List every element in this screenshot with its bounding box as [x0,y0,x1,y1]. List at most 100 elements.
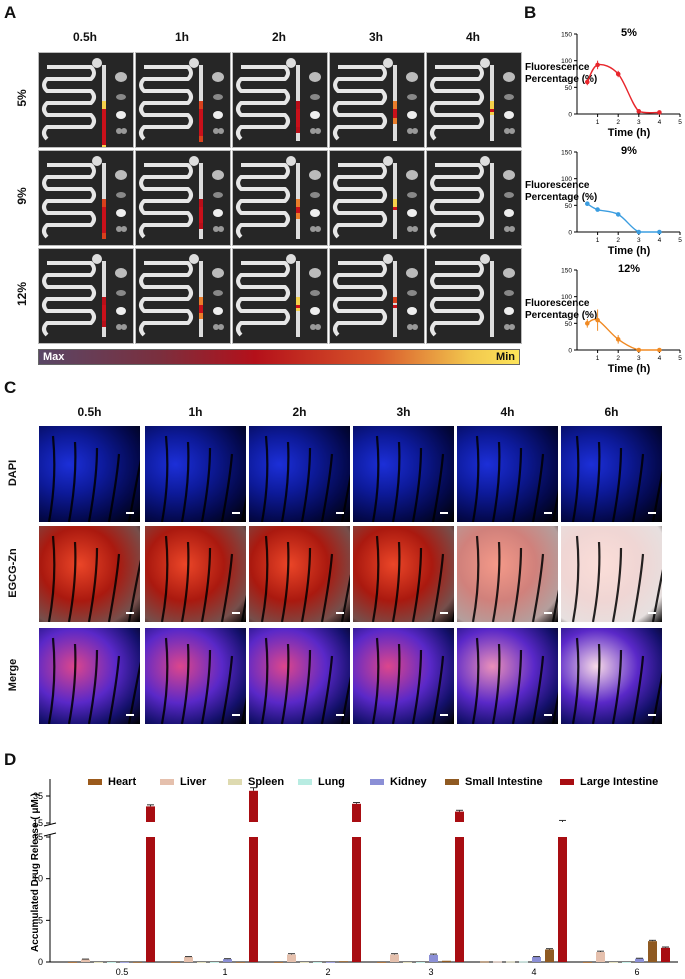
bar [223,959,232,962]
legend-item: Spleen [228,776,284,788]
legend-swatch [160,779,174,785]
fluorescence-micrograph [457,426,558,522]
panel-d-letter: D [4,750,17,769]
legend-label: Small Intestine [465,776,543,788]
imaging-time-label: 4h [465,30,480,44]
stain-row-label: DAPI [7,459,19,487]
data-point [595,207,600,212]
bar [635,958,644,962]
scale-bar [648,612,656,614]
legend-item: Large Intestine [560,776,658,788]
legend-label: Large Intestine [580,776,658,788]
bar [236,962,245,963]
bar [493,961,502,963]
x-tick-label: 3 [428,967,433,977]
y-axis-label: Fluorescence Percentage (%) [525,180,597,203]
fluorescence-micrograph [353,628,454,724]
data-point [636,347,642,353]
y-tick-label: 50 [565,85,573,92]
bar [558,837,567,962]
bar [184,957,193,962]
organ-fluorescence-image [232,52,328,148]
bar [339,961,348,962]
bar [249,837,258,962]
bar [300,962,309,963]
organ-fluorescence-image [329,150,425,246]
panel-b-letter: B [524,3,537,22]
fluorescence-micrograph [145,628,246,724]
bar [609,962,618,963]
x-tick-label: 4 [658,355,662,362]
bar [352,803,361,822]
bar [146,806,155,822]
section-time-label: 6h [604,405,619,419]
bar [455,837,464,962]
y-tick-label: 150 [561,32,572,39]
y-tick-label: 0 [568,230,572,237]
bar [648,941,657,962]
fluorescence-line-chart: 12% Fluorescence Percentage (%) 0 50 100 150 1 2… [525,263,682,375]
legend-swatch [370,779,384,785]
stain-row-label: Merge [7,658,19,692]
x-tick-label: 2 [616,355,620,362]
bar [480,961,489,963]
fluorescence-micrograph [249,628,350,724]
bar [120,962,129,963]
series-line [586,318,660,351]
y-tick-label: 35 [33,791,43,801]
organ-fluorescence-image [329,248,425,344]
legend-swatch [560,779,574,785]
x-tick-label: 1 [222,967,227,977]
bar [622,962,631,963]
scale-bar [544,714,552,716]
legend-item: Kidney [370,776,428,788]
bar [107,962,116,963]
bar [596,952,605,962]
y-tick-label: 0 [38,957,43,967]
bar [416,962,425,963]
gradient-max-label: Max [43,351,65,363]
bar [68,962,77,963]
bar [210,962,219,963]
x-tick-label: 4 [658,119,662,126]
organ-fluorescence-image [135,248,231,344]
x-tick-label: 5 [678,237,682,244]
section-time-label: 4h [500,405,515,419]
fluorescence-micrograph [353,426,454,522]
y-tick-label: 0 [568,112,572,119]
data-point [636,229,642,235]
legend-item: Liver [160,776,207,788]
organ-fluorescence-image [426,248,522,344]
y-tick-label: 50 [565,203,573,210]
scale-bar [232,612,240,614]
x-axis-label: Time (h) [608,127,651,139]
scale-bar [544,612,552,614]
scale-bar [544,512,552,514]
scale-bar [126,612,134,614]
chart-title: 12% [618,263,640,275]
bar [249,790,258,822]
y-tick-label: 15 [33,832,43,842]
bar [197,962,206,963]
x-tick-label: 4 [658,237,662,244]
y-axis-label: Accumulated Drug Release ( μM ) [30,793,41,952]
chart-title: 5% [621,27,637,39]
organ-fluorescence-image [426,150,522,246]
data-point [636,109,642,114]
legend-swatch [228,779,242,785]
imaging-time-label: 1h [174,30,189,44]
legend-swatch [445,779,459,785]
x-tick-label: 3 [637,355,641,362]
organ-fluorescence-image [232,248,328,344]
x-tick-label: 3 [637,119,641,126]
section-time-label: 0.5h [77,405,102,419]
fluorescence-line-chart: 9% Fluorescence Percentage (%) 0 50 100 150 1 2 3… [525,145,682,257]
fluorescence-micrograph [457,628,558,724]
y-axis-label: Fluorescence Percentage (%) [525,62,597,85]
x-tick-label: 1 [596,237,600,244]
data-point [657,347,662,353]
concentration-row-label: 9% [15,187,29,205]
x-tick-label: 2 [616,119,620,126]
x-tick-label: 1 [596,355,600,362]
fluorescence-micrograph [249,526,350,622]
